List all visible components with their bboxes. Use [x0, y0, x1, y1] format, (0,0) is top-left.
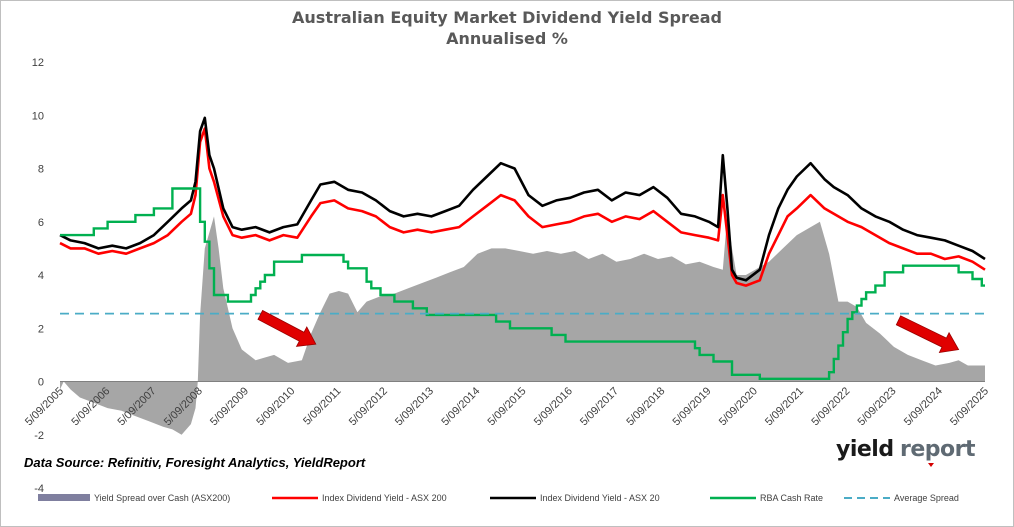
- y-tick-label: -2: [34, 430, 44, 442]
- legend-label: RBA Cash Rate: [760, 493, 823, 503]
- y-tick-label: 12: [32, 57, 44, 69]
- x-tick-label: 5/09/2015: [486, 385, 529, 428]
- legend-swatch: [38, 494, 90, 501]
- x-tick-label: 5/09/2023: [856, 385, 899, 428]
- x-tick-label: 5/09/2022: [809, 385, 852, 428]
- x-tick-label: 5/09/2016: [532, 385, 575, 428]
- series-rba-cash-rate: [60, 187, 985, 380]
- source-note: Data Source: Refinitiv, Foresight Analyt…: [24, 455, 366, 470]
- arrow-shape: [895, 315, 960, 353]
- annotation-arrow-1: [895, 315, 960, 353]
- x-tick-label: 5/09/2024: [902, 385, 945, 428]
- x-tick-label: 5/09/2017: [578, 385, 621, 428]
- y-tick-label: 2: [38, 323, 44, 335]
- y-tick-label: 0: [38, 377, 44, 389]
- legend-label: Index Dividend Yield - ASX 20: [540, 493, 660, 503]
- x-tick-label: 5/09/2019: [671, 385, 714, 428]
- y-tick-label: 8: [38, 164, 44, 176]
- x-tick-label: 5/09/2012: [347, 385, 390, 428]
- x-tick-label: 5/09/2009: [208, 385, 251, 428]
- logo-part-report: report: [900, 437, 976, 462]
- legend-label: Yield Spread over Cash (ASX200): [94, 493, 230, 503]
- y-tick-label: 4: [38, 270, 44, 282]
- x-tick-label: 5/09/2011: [301, 385, 344, 428]
- series-line-1: [59, 127, 986, 287]
- x-tick-label: 5/09/2005: [23, 385, 66, 428]
- y-tick-label: 6: [38, 217, 44, 229]
- x-tick-label: 5/09/2014: [439, 385, 482, 428]
- arrow-shape: [257, 309, 317, 347]
- y-tick-label: 10: [32, 110, 44, 122]
- chart-title: Australian Equity Market Dividend Yield …: [292, 8, 722, 27]
- logo-part-yield: yield: [836, 437, 894, 462]
- y-tick-label: -4: [34, 483, 44, 495]
- series-yield-spread-area: [60, 213, 985, 435]
- x-tick-label: 5/09/2013: [393, 385, 436, 428]
- x-tick-label: 5/09/2025: [948, 385, 991, 428]
- logo-triangle-icon: [928, 463, 934, 467]
- x-tick-label: 5/09/2020: [717, 385, 760, 428]
- chart-subtitle: Annualised %: [446, 29, 568, 48]
- x-tick-label: 5/09/2021: [763, 385, 806, 428]
- legend-label: Index Dividend Yield - ASX 200: [322, 493, 447, 503]
- yieldreport-logo: yield report: [836, 437, 982, 467]
- x-tick-label: 5/09/2018: [624, 385, 667, 428]
- annotation-arrow-0: [257, 309, 317, 347]
- legend-label: Average Spread: [894, 493, 959, 503]
- x-tick-label: 5/09/2010: [254, 385, 297, 428]
- series-line-2: [59, 116, 986, 282]
